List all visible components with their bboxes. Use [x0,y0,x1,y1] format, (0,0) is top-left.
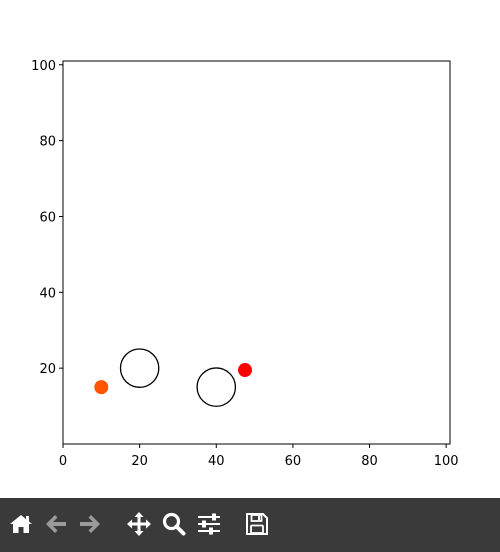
back-button[interactable] [42,510,70,538]
home-button[interactable] [7,510,35,538]
axes-frame [62,60,451,445]
navigation-toolbar [0,498,500,552]
y-tick-label: 80 [39,135,56,150]
forward-button[interactable] [76,510,104,538]
x-tick-label: 20 [131,454,148,469]
data-point [94,380,109,395]
home-icon [10,515,32,533]
configure-subplots-button[interactable] [195,510,223,538]
axis-ticks: 0 20 40 60 80 100 20 40 60 80 100 [31,59,458,469]
y-tick-label: 60 [39,210,56,225]
circle-patch [196,367,237,407]
save-icon [246,513,268,535]
figure-canvas[interactable]: 0 20 40 60 80 100 20 40 60 80 100 [0,0,500,498]
y-tick-label: 40 [39,286,56,301]
zoom-button[interactable] [160,510,188,538]
x-tick-label: 100 [434,454,459,469]
back-arrow-icon [46,515,66,533]
x-tick-label: 0 [59,454,67,469]
pan-icon [127,512,151,536]
zoom-icon [162,512,186,536]
x-tick-label: 80 [361,454,378,469]
data-point [238,363,253,378]
save-button[interactable] [243,510,271,538]
plot-marks [94,348,253,407]
forward-arrow-icon [80,515,100,533]
configure-subplots-icon [198,513,220,535]
y-tick-label: 100 [31,59,56,74]
y-tick-label: 20 [39,362,56,377]
circle-patch [119,348,160,388]
pan-button[interactable] [125,510,153,538]
scatter-plot[interactable]: 0 20 40 60 80 100 20 40 60 80 100 [0,0,500,498]
x-tick-label: 60 [285,454,302,469]
x-tick-label: 40 [208,454,225,469]
